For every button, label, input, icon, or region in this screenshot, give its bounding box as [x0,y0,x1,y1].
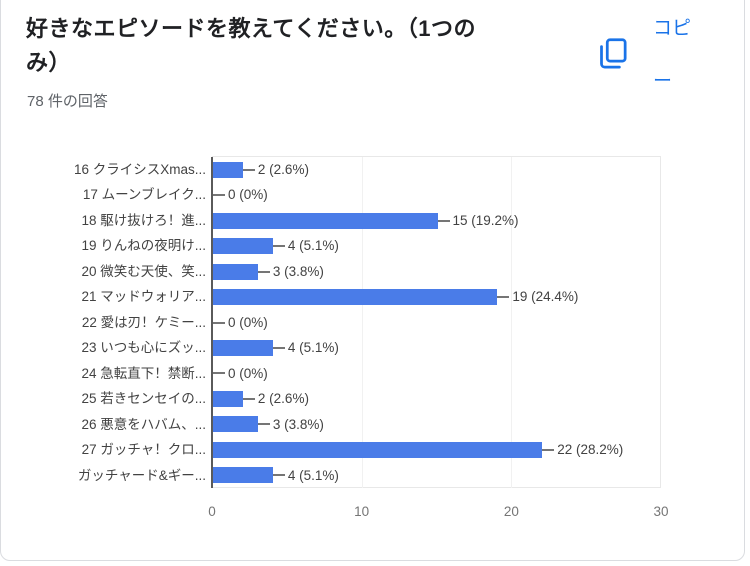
chart-plot-area [212,156,661,488]
x-axis-tick-label: 20 [503,504,519,519]
value-label: 3 (3.8%) [272,416,324,432]
value-label: 4 (5.1%) [287,238,339,254]
value-label: 0 (0%) [228,187,268,203]
category-label: 21 マッドウォリア... [81,289,206,305]
category-label: 23 いつも心にズッ... [81,340,206,356]
value-leader-line [242,168,255,171]
category-label: 20 微笑む天使、笑... [81,263,206,279]
value-leader-line [213,194,225,197]
bar [213,263,258,280]
value-label: 22 (28.2%) [557,442,624,458]
value-label: 4 (5.1%) [287,340,339,356]
x-axis-tick-label: 30 [653,504,669,519]
value-label: 2 (2.6%) [257,162,309,177]
value-leader-line [257,270,270,273]
copy-button[interactable]: コピー [596,2,706,108]
category-label: 22 愛は刃！ケミー... [81,314,206,330]
category-label: 27 ガッチャ！クロ... [81,442,206,458]
value-leader-line [213,372,225,375]
value-leader-line [542,448,555,451]
question-title-line2: み） [26,50,72,75]
bar [213,212,438,229]
value-label: 0 (0%) [228,314,268,330]
bar [213,339,273,356]
gridline [511,157,513,488]
value-label: 4 (5.1%) [287,467,339,483]
gridline [361,157,363,488]
value-label: 2 (2.6%) [257,391,309,407]
category-label: ガッチャード&ギー... [77,467,206,483]
category-label: 26 悪意をハバム、... [81,416,206,432]
value-label: 3 (3.8%) [272,263,324,279]
category-label: 17 ムーンブレイク... [82,187,206,203]
x-axis-tick-label: 10 [354,504,370,519]
value-leader-line [272,245,285,248]
value-leader-line [497,296,510,299]
axis-baseline [211,157,213,488]
value-label: 0 (0%) [228,365,268,381]
bar [213,467,273,484]
value-label: 15 (19.2%) [452,212,519,228]
response-count: 78 件の回答 [27,93,108,110]
bar [213,390,243,407]
copy-button-label: コピー [653,18,692,92]
x-axis-tick-label: 0 [208,504,216,519]
value-label: 19 (24.4%) [512,289,579,305]
value-leader-line [257,423,270,426]
value-leader-line [213,321,225,324]
bar [213,289,498,306]
bar [213,441,543,458]
value-leader-line [437,219,450,222]
bar [213,416,258,433]
category-label: 16 クライシスXmas... [73,162,206,177]
category-label: 19 りんねの夜明け... [81,238,206,254]
bar [213,238,273,255]
category-label: 25 若きセンセイの... [81,391,206,407]
value-leader-line [242,397,255,400]
value-leader-line [272,474,285,477]
category-label: 24 急転直下！禁断... [81,365,206,381]
bar [213,161,243,178]
value-leader-line [272,346,285,349]
copy-icon [596,36,629,74]
question-title-line1: 好きなエピソードを教えてください。（1つの [26,16,476,41]
question-title: 好きなエピソードを教えてください。（1つの み） [26,12,626,80]
category-label: 18 駆け抜けろ！進... [81,212,206,228]
